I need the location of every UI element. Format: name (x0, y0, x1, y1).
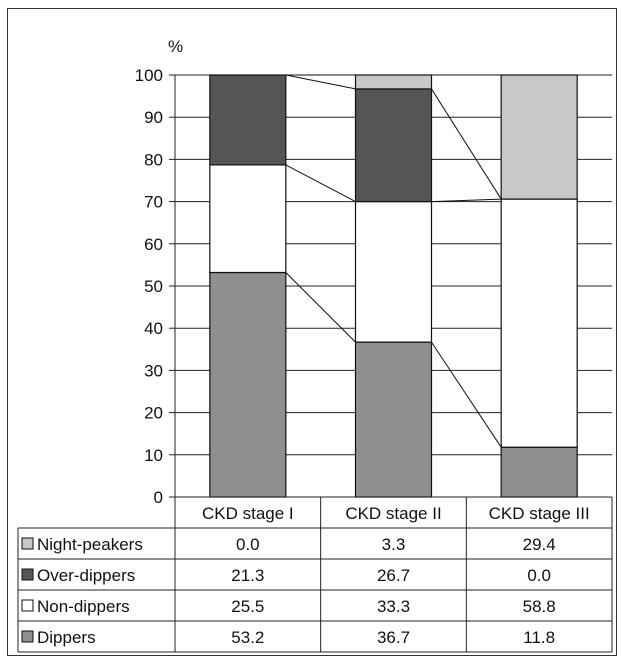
y-tick-label: 70 (144, 193, 163, 212)
legend-label: Non-dippers (37, 597, 130, 616)
legend-swatch (21, 537, 34, 550)
bar-segment (500, 74, 578, 200)
y-tick-label: 90 (144, 108, 163, 127)
y-axis-unit-label: % (168, 37, 183, 56)
y-tick-label: 0 (154, 488, 163, 507)
category-label: CKD stage III (489, 504, 590, 523)
bar-segment (209, 271, 287, 498)
y-axis: 0 10 20 30 40 50 60 70 80 90 100 (135, 66, 176, 507)
connector-line (285, 164, 356, 203)
legend-label: Night-peakers (37, 535, 143, 554)
table-cell-value: 36.7 (377, 628, 410, 647)
y-tick-label: 40 (144, 319, 163, 338)
connector-line (431, 198, 502, 203)
table-cell-value: 3.3 (382, 535, 406, 554)
y-tick-label: 60 (144, 235, 163, 254)
y-tick-label: 20 (144, 404, 163, 423)
category-label: CKD stage I (202, 504, 294, 523)
table-cell-value: 25.5 (231, 597, 264, 616)
connector-line (285, 272, 356, 343)
bar-segment (354, 341, 433, 498)
legend-label: Over-dippers (37, 566, 135, 585)
table-cell-value: 58.8 (523, 597, 556, 616)
bar-segment (209, 74, 287, 166)
y-tick-label: 30 (144, 361, 163, 380)
table-cell-value: 26.7 (377, 566, 410, 585)
bar-segment (354, 88, 433, 203)
connector-lines (285, 74, 502, 448)
bar-segment (354, 201, 433, 343)
y-tick-label: 80 (144, 150, 163, 169)
table-cell-value: 33.3 (377, 597, 410, 616)
data-table: CKD stage I CKD stage II CKD stage III Nigh… (17, 496, 613, 653)
bar-segment (354, 74, 433, 90)
bars (209, 74, 578, 498)
legend-label: Dippers (37, 628, 96, 647)
legend-swatch (21, 630, 34, 643)
y-tick-label: 50 (144, 277, 163, 296)
legend-swatch (21, 568, 34, 581)
connector-line (431, 88, 502, 200)
table-cell-value: 53.2 (231, 628, 264, 647)
category-label: CKD stage II (345, 504, 441, 523)
connector-line (431, 341, 502, 448)
legend-swatch (21, 599, 34, 612)
table-cell-value: 29.4 (523, 535, 556, 554)
y-tick-label: 10 (144, 446, 163, 465)
bar-segment (500, 446, 578, 498)
connector-line (285, 74, 356, 90)
bar-segment (500, 198, 578, 448)
table-cell-value: 0.0 (236, 535, 260, 554)
table-cell-value: 0.0 (527, 566, 551, 585)
bar-segment (209, 164, 287, 274)
table-cell-value: 11.8 (523, 628, 555, 647)
table-cell-value: 21.3 (231, 566, 264, 585)
y-tick-label: 100 (135, 66, 163, 85)
